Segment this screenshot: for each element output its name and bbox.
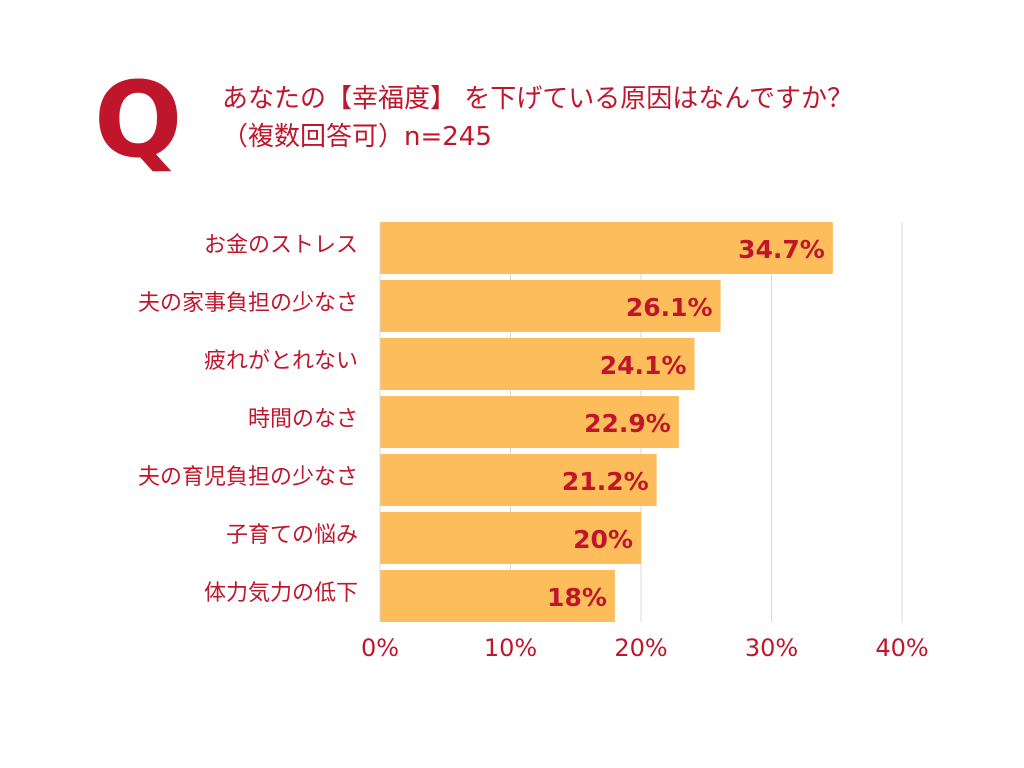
- bar: [380, 570, 615, 622]
- category-label: 体力気力の低下: [204, 581, 358, 606]
- data-label: 22.9%: [584, 409, 671, 438]
- x-tick-label: 30%: [745, 634, 798, 662]
- category-label: お金のストレス: [204, 233, 358, 258]
- question-title: あなたの【幸福度】 を下げている原因はなんですか？ （複数回答可）n=245: [222, 80, 853, 156]
- x-tick-label: 40%: [875, 634, 928, 662]
- data-label: 18%: [547, 583, 607, 612]
- q-mark: Q: [94, 59, 183, 181]
- data-label: 24.1%: [600, 351, 687, 380]
- data-label: 21.2%: [562, 467, 649, 496]
- category-label: 夫の育児負担の少なさ: [138, 465, 358, 490]
- question-line-2: （複数回答可）n=245: [222, 122, 492, 152]
- bar: [380, 512, 641, 564]
- x-tick-label: 0%: [361, 634, 399, 662]
- data-label: 26.1%: [626, 293, 713, 322]
- question-line-1: あなたの【幸福度】 を下げている原因はなんですか？: [222, 84, 853, 114]
- bar: [380, 222, 833, 274]
- bar: [380, 396, 679, 448]
- data-label: 34.7%: [738, 235, 825, 264]
- category-label: 子育ての悩み: [226, 523, 358, 548]
- x-tick-label: 10%: [484, 634, 537, 662]
- x-tick-label: 20%: [614, 634, 667, 662]
- category-label: 時間のなさ: [248, 407, 358, 432]
- bar: [380, 280, 721, 332]
- bar: [380, 454, 657, 506]
- category-label: 夫の家事負担の少なさ: [138, 291, 358, 316]
- category-label: 疲れがとれない: [204, 349, 358, 374]
- bar: [380, 338, 695, 390]
- data-label: 20%: [573, 525, 633, 554]
